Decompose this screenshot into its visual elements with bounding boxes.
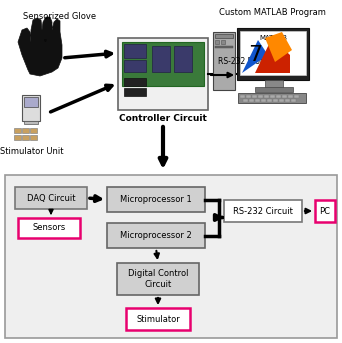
Bar (255, 99, 260, 102)
Bar (24, 121, 38, 124)
Bar (117, 263, 199, 295)
Bar (22, 128, 29, 133)
Bar (246, 95, 251, 98)
Text: Stimulator Unit: Stimulator Unit (0, 147, 64, 156)
Text: Digital Control
Circuit: Digital Control Circuit (128, 269, 188, 289)
Bar (215, 46, 233, 48)
Bar (213, 32, 235, 90)
Bar (14, 135, 21, 140)
Bar (14, 128, 21, 133)
Bar (122, 42, 204, 86)
Bar (252, 95, 257, 98)
Bar (22, 135, 29, 140)
Polygon shape (265, 32, 292, 62)
Bar (265, 80, 283, 88)
Polygon shape (255, 38, 290, 73)
Bar (5, 175, 337, 338)
Bar (215, 34, 233, 38)
Text: Custom MATLAB Program: Custom MATLAB Program (219, 8, 326, 17)
Bar (124, 44, 146, 58)
Bar (22, 95, 40, 121)
Bar (282, 95, 287, 98)
Bar (30, 135, 37, 140)
Text: MATLAB: MATLAB (259, 35, 287, 41)
Bar (15, 187, 87, 209)
Bar (249, 99, 254, 102)
Bar (124, 78, 146, 86)
Text: Microprocessor 1: Microprocessor 1 (120, 195, 192, 204)
Bar (255, 87, 293, 92)
Text: Stimulator: Stimulator (136, 315, 180, 323)
Bar (288, 95, 293, 98)
Bar (261, 99, 266, 102)
Bar (294, 95, 299, 98)
Bar (240, 31, 306, 75)
Bar (237, 28, 309, 80)
Bar (152, 46, 170, 72)
Text: Microprocessor 2: Microprocessor 2 (120, 231, 192, 240)
Bar (118, 38, 208, 110)
Bar (273, 99, 278, 102)
Bar (276, 95, 281, 98)
Bar (270, 95, 275, 98)
Text: RS-232 Circuit: RS-232 Circuit (233, 206, 293, 215)
Bar (107, 187, 205, 212)
Text: g: g (44, 38, 46, 42)
Bar (221, 40, 225, 44)
Bar (238, 93, 306, 103)
Bar (30, 128, 37, 133)
Bar (243, 99, 248, 102)
Text: 7: 7 (248, 45, 262, 65)
Polygon shape (18, 17, 62, 76)
Bar (107, 223, 205, 248)
Bar (291, 99, 296, 102)
Bar (126, 308, 190, 330)
Text: Sensorized Glove: Sensorized Glove (24, 12, 96, 21)
Text: DAQ Circuit: DAQ Circuit (27, 193, 75, 202)
Bar (124, 88, 146, 96)
Bar (124, 60, 146, 72)
Text: RS-232 Protocol: RS-232 Protocol (218, 58, 279, 67)
Text: PC: PC (319, 206, 330, 215)
Bar (264, 95, 269, 98)
Bar (258, 95, 263, 98)
Bar (18, 218, 80, 238)
Bar (315, 200, 335, 222)
Bar (224, 200, 302, 222)
Bar (240, 95, 245, 98)
Bar (174, 46, 192, 72)
Text: Controller Circuit: Controller Circuit (119, 114, 207, 123)
Text: Sensors: Sensors (32, 224, 66, 233)
Polygon shape (242, 40, 268, 73)
Bar (24, 97, 38, 107)
Bar (267, 99, 272, 102)
Bar (285, 99, 290, 102)
Bar (279, 99, 284, 102)
Bar (215, 40, 219, 44)
